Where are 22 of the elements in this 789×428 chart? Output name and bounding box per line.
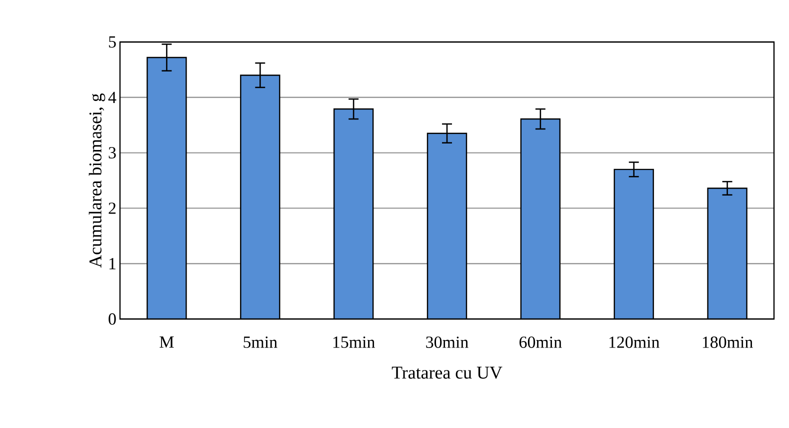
x-tick-label: 120min (609, 336, 660, 348)
y-tick-label: 4 (108, 92, 116, 103)
x-tick-label: 5min (244, 336, 278, 348)
x-tick-label: M (160, 336, 174, 348)
x-tick-label: 30min (426, 336, 468, 348)
y-axis-title: Acumularea biomasei, g (88, 93, 106, 268)
bar (146, 56, 187, 319)
bar (614, 168, 654, 319)
y-tick-label: 2 (108, 202, 116, 214)
bar (333, 108, 374, 319)
bar (426, 132, 468, 319)
x-axis-title: Tratarea cu UV (392, 366, 502, 379)
bar (240, 74, 280, 319)
y-tick-label: 3 (108, 147, 116, 158)
x-tick-label: 180min (702, 336, 753, 348)
x-tick-label: 60min (520, 336, 562, 348)
x-tick-label: 15min (333, 336, 375, 348)
bar (520, 118, 561, 319)
y-tick-label: 1 (109, 258, 116, 270)
y-tick-label: 5 (108, 36, 116, 48)
bar (707, 188, 748, 319)
y-tick-label: 0 (108, 313, 116, 325)
